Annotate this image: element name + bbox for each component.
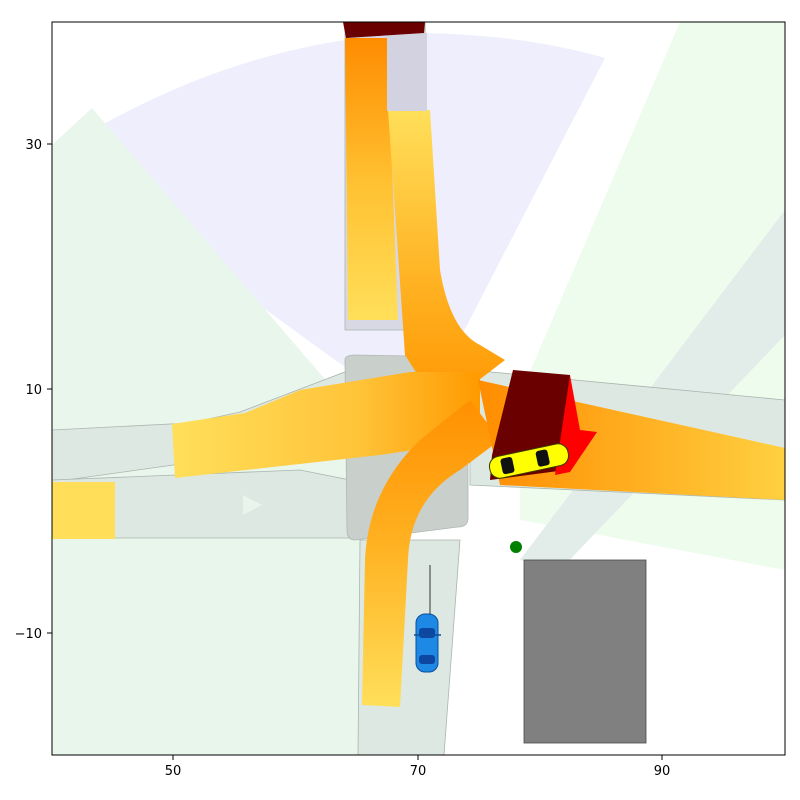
x-tick-label-90: 90 [654, 764, 671, 779]
band-west-edge [52, 482, 115, 539]
other-vehicle [488, 443, 570, 479]
y-axis: 30 10 −10 [15, 138, 52, 642]
lane-arrow-marker [243, 495, 262, 515]
band-north-right [388, 110, 505, 410]
building [523, 559, 647, 744]
x-axis: 50 70 90 [165, 755, 671, 779]
y-tick-label-30: 30 [25, 138, 42, 153]
band-north-left [345, 38, 398, 320]
band-south [362, 400, 500, 707]
occlusion-dark-north [343, 22, 425, 38]
y-tick-label-10: 10 [25, 383, 42, 398]
ego-fov-sector [52, 33, 605, 420]
goal-point-marker [510, 541, 522, 553]
y-tick-label-neg10: −10 [15, 627, 42, 642]
plot-area [52, 22, 785, 755]
ego-vehicle [414, 565, 441, 673]
band-north-top-grey [387, 33, 427, 111]
band-west [172, 372, 480, 478]
x-tick-label-70: 70 [410, 764, 427, 779]
x-tick-label-50: 50 [165, 764, 182, 779]
